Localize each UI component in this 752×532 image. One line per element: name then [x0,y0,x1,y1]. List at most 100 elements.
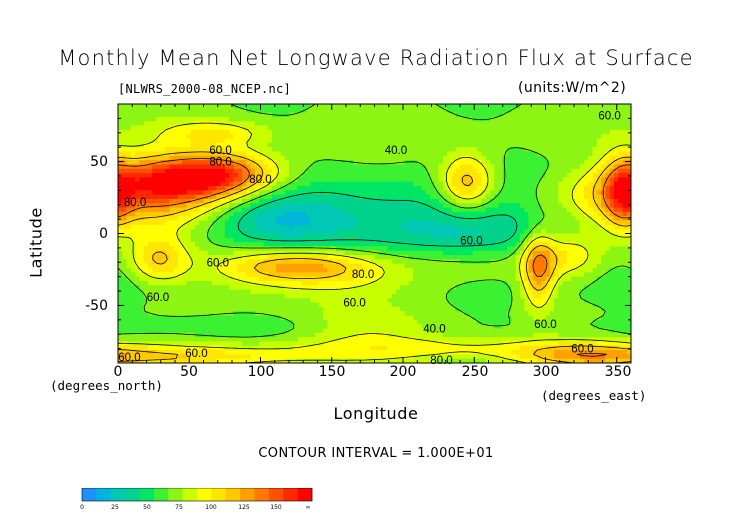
heatmap-cell [365,160,371,166]
heatmap-cell [592,233,598,239]
heatmap-cell [519,211,525,217]
heatmap-cell [571,125,577,131]
heatmap-cell [186,211,192,217]
heatmap-cell [618,203,624,209]
heatmap-cell [147,229,153,235]
heatmap-cell [233,173,239,178]
heatmap-cell [147,125,153,131]
heatmap-cell [472,160,478,166]
heatmap-cell [318,220,324,226]
heatmap-cell [207,173,213,178]
heatmap-cell [489,246,495,252]
heatmap-cell [536,190,542,196]
heatmap-cell [472,112,478,118]
heatmap-cell [434,242,440,248]
heatmap-cell [524,173,530,178]
heatmap-cell [536,147,542,153]
heatmap-cell [126,134,132,140]
heatmap-cell [596,147,602,153]
heatmap-cell [259,116,264,122]
heatmap-cell [118,116,123,122]
heatmap-cell [365,216,371,222]
heatmap-cell [233,134,239,140]
heatmap-cell [318,138,324,144]
heatmap-cell [541,142,547,148]
heatmap-cell [241,138,247,144]
heatmap-cell [220,203,226,209]
heatmap-cell [464,142,470,148]
heatmap-cell [425,268,431,273]
heatmap-cell [618,237,624,243]
heatmap-cell [143,250,149,256]
heatmap-cell [554,186,559,191]
heatmap-cell [583,147,589,153]
heatmap-cell [135,104,140,109]
heatmap-cell [216,104,222,109]
heatmap-cell [481,138,487,144]
heatmap-cell [528,237,534,243]
heatmap-cell [558,246,564,252]
heatmap-cell [477,138,482,144]
heatmap-cell [259,194,264,200]
heatmap-cell [139,181,145,187]
heatmap-cell [207,190,213,196]
heatmap-cell [562,125,568,131]
heatmap-cell [301,276,307,282]
heatmap-cell [498,112,504,118]
heatmap-cell [626,242,631,248]
heatmap-cell [485,255,491,260]
heatmap-cell [173,116,179,122]
heatmap-cell [135,203,140,209]
heatmap-cell [216,173,222,178]
heatmap-cell [562,268,568,273]
heatmap-cell [387,198,393,204]
heatmap-cell [169,280,175,286]
heatmap-cell [528,112,534,118]
heatmap-cell [199,268,205,273]
heatmap-cell [246,121,252,127]
heatmap-cell [532,276,538,282]
heatmap-cell [207,129,213,135]
heatmap-cell [588,263,594,269]
heatmap-cell [404,194,410,200]
heatmap-cell [622,125,628,131]
heatmap-cell [135,207,140,213]
heatmap-cell [139,211,145,217]
heatmap-cell [246,272,252,278]
heatmap-cell [481,220,487,226]
heatmap-cell [118,181,123,187]
heatmap-cell [455,242,461,248]
heatmap-cell [618,125,624,131]
heatmap-cell [160,280,166,286]
heatmap-cell [233,268,239,273]
heatmap-cell [605,242,611,248]
heatmap-cell [135,198,140,204]
heatmap-cell [554,203,559,209]
heatmap-cell [532,116,538,122]
heatmap-cell [212,168,217,174]
heatmap-cell [468,229,474,235]
heatmap-cell [609,134,615,140]
heatmap-cell [408,259,414,265]
heatmap-cell [250,255,256,260]
heatmap-cell [233,250,239,256]
heatmap-cell [558,220,564,226]
heatmap-cell [391,181,397,187]
heatmap-cell [177,194,183,200]
heatmap-cell [224,147,230,153]
heatmap-cell [519,224,525,230]
heatmap-cell [259,155,264,161]
heatmap-cell [306,151,311,157]
heatmap-cell [177,237,183,243]
heatmap-cell [613,276,619,282]
heatmap-cell [541,177,547,183]
heatmap-cell [289,242,294,248]
heatmap-cell [532,104,538,109]
heatmap-cell [293,268,299,273]
heatmap-cell [118,280,123,286]
heatmap-cell [246,233,252,239]
heatmap-cell [301,155,307,161]
heatmap-cell [233,164,239,170]
heatmap-cell [177,112,183,118]
heatmap-cell [536,216,542,222]
